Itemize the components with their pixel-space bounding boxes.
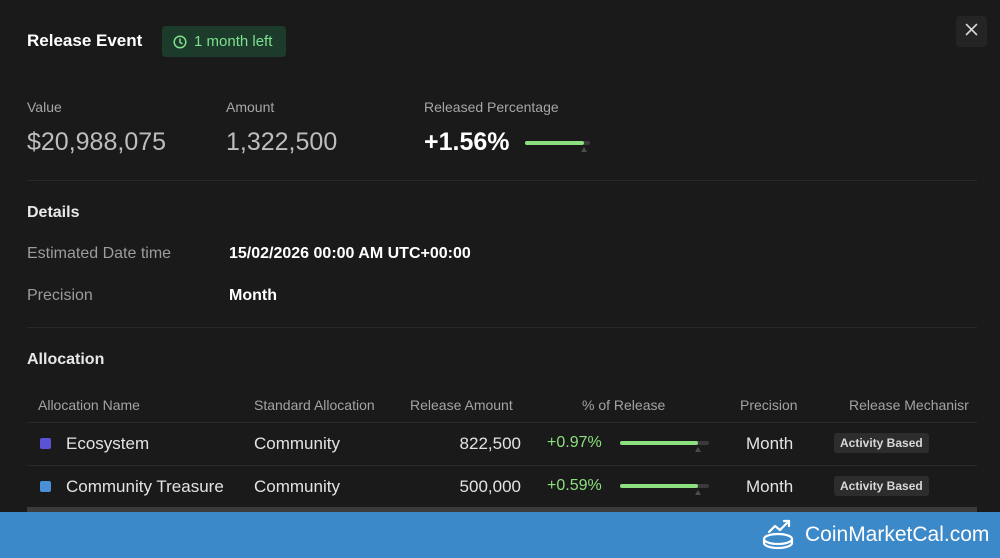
allocation-color-swatch: [40, 481, 51, 492]
divider: [27, 180, 977, 181]
coinmarketcal-logo-icon: [761, 518, 797, 557]
column-header-allocation-name[interactable]: Allocation Name: [38, 397, 140, 413]
release-progress-bar: [620, 484, 709, 495]
standard-allocation: Community: [254, 477, 340, 496]
close-icon: [965, 23, 978, 41]
release-precision: Month: [746, 477, 794, 496]
time-left-text: 1 month left: [194, 33, 273, 50]
standard-allocation: Community: [254, 434, 340, 453]
released-progress-fill: [525, 141, 584, 145]
modal-title: Release Event: [27, 31, 143, 50]
allocation-title: Allocation: [27, 351, 105, 368]
release-progress-marker: [695, 447, 702, 452]
released-percentage-value: +1.56%: [424, 128, 510, 156]
value-label: Value: [27, 99, 62, 115]
allocation-name: Community Treasure: [66, 477, 224, 496]
release-mechanism-tag: Activity Based: [834, 433, 929, 453]
release-progress-fill: [620, 441, 699, 445]
precision-label: Precision: [27, 287, 93, 304]
release-amount: 500,000: [459, 477, 521, 496]
release-event-modal: Release Event 1 month left Value $20,988…: [27, 16, 987, 512]
release-progress-fill: [620, 484, 699, 488]
divider: [27, 327, 977, 328]
release-percent: +0.97%: [547, 434, 602, 451]
precision-value: Month: [229, 287, 277, 304]
allocation-name: Ecosystem: [66, 434, 150, 453]
column-header-precision[interactable]: Precision: [740, 397, 798, 413]
column-header-standard-allocation[interactable]: Standard Allocation: [254, 397, 375, 413]
row-divider: [27, 422, 977, 423]
value-amount: $20,988,075: [27, 128, 167, 156]
amount-label: Amount: [226, 99, 275, 115]
estimated-date-label: Estimated Date time: [27, 245, 172, 262]
amount-value: 1,322,500: [226, 128, 338, 156]
brand-name: CoinMarketCal.com: [805, 523, 990, 546]
clock-icon: [173, 34, 187, 49]
row-divider: [27, 465, 977, 466]
column-header-percent-of-release[interactable]: % of Release: [582, 397, 666, 413]
details-title: Details: [27, 204, 80, 221]
column-header-release-amount[interactable]: Release Amount: [410, 397, 513, 413]
allocation-color-swatch: [40, 438, 51, 449]
horizontal-scrollbar[interactable]: [27, 507, 977, 512]
release-progress-marker: [695, 490, 702, 495]
watermark-footer: CoinMarketCal.com: [0, 512, 1000, 558]
release-percent: +0.59%: [547, 477, 602, 494]
release-precision: Month: [746, 434, 794, 453]
released-progress-marker: [580, 147, 587, 152]
release-amount: 822,500: [459, 434, 521, 453]
column-header-release-mechanism[interactable]: Release Mechanisr: [849, 397, 969, 413]
release-mechanism-tag: Activity Based: [834, 476, 929, 496]
released-progress-bar: [525, 141, 590, 152]
close-button[interactable]: [956, 16, 987, 47]
estimated-date-value: 15/02/2026 00:00 AM UTC+00:00: [229, 245, 471, 262]
released-percentage-label: Released Percentage: [424, 99, 559, 115]
release-progress-bar: [620, 441, 709, 452]
time-left-badge: 1 month left: [162, 26, 286, 57]
